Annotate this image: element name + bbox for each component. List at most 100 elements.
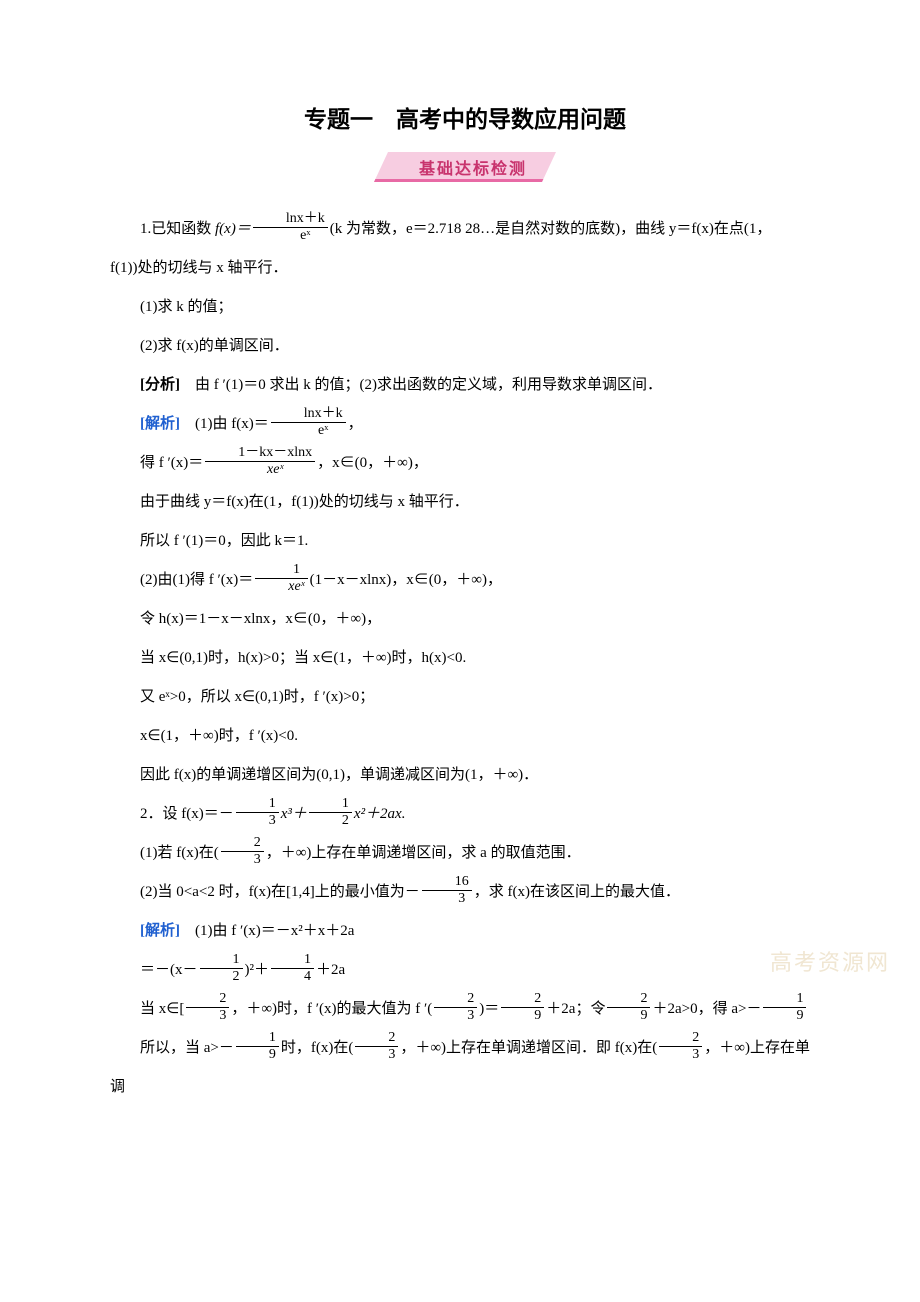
num: 1 <box>309 796 352 813</box>
fraction: 12 <box>309 796 352 829</box>
q1-solve6: 令 h(x)＝1－x－xlnx，x∈(0，＋∞)， <box>110 600 820 639</box>
den: 3 <box>236 813 279 829</box>
page-title: 专题一 高考中的导数应用问题 <box>110 100 820 134</box>
banner-label: 基础达标检测 <box>419 161 527 178</box>
q1-solve8: 又 eˣ>0，所以 x∈(0,1)时，f ′(x)>0； <box>110 678 820 717</box>
text: ，求 f(x)在该区间上的最大值． <box>474 884 680 900</box>
text: ＋2a>0，得 a>－ <box>652 1001 761 1017</box>
fraction: 19 <box>236 1030 279 1063</box>
fraction: 12 <box>200 952 243 985</box>
fraction: 1xeˣ <box>255 562 307 595</box>
den: 9 <box>236 1047 279 1063</box>
num: 2 <box>355 1030 398 1047</box>
den: 4 <box>271 969 314 985</box>
text: )＝ <box>479 1001 499 1017</box>
num: 2 <box>186 991 229 1008</box>
num: 1 <box>255 562 307 579</box>
text: ， <box>348 416 363 432</box>
text: (2)当 0<a<2 时，f(x)在[1,4]上的最小值为－ <box>140 884 420 900</box>
text: ，＋∞)上存在单调递增区间．即 f(x)在( <box>400 1040 657 1056</box>
q1-solve2: 得 f ′(x)＝1－kx－xlnxxeˣ，x∈(0，＋∞)， <box>110 444 820 483</box>
fraction: 23 <box>221 835 264 868</box>
num: 1 <box>200 952 243 969</box>
text: 1.已知函数 <box>140 221 215 237</box>
den: xeˣ <box>255 579 307 595</box>
den: 2 <box>309 813 352 829</box>
den: 9 <box>607 1008 650 1024</box>
text: ＋2a <box>316 962 345 978</box>
num: 1 <box>236 1030 279 1047</box>
q2-part2: (2)当 0<a<2 时，f(x)在[1,4]上的最小值为－163，求 f(x)… <box>110 873 820 912</box>
text: (1)由 f(x)＝ <box>180 416 269 432</box>
q2-intro: 2．设 f(x)＝－13x³＋12x²＋2ax. <box>110 795 820 834</box>
num: lnx＋k <box>253 211 328 228</box>
den: xeˣ <box>205 462 315 478</box>
text: ，＋∞)时，f ′(x)的最大值为 f ′( <box>231 1001 432 1017</box>
text: (1)由 f ′(x)＝－x²＋x＋2a <box>180 923 354 939</box>
num: 16 <box>422 874 472 891</box>
text: x²＋2ax. <box>354 806 406 822</box>
q2-solve1: [解析] (1)由 f ′(x)＝－x²＋x＋2a <box>110 912 820 951</box>
fx: f(x)＝ <box>215 221 251 237</box>
den: 2 <box>200 969 243 985</box>
text: 所以，当 a>－ <box>140 1040 234 1056</box>
fraction: 23 <box>186 991 229 1024</box>
text: x³＋ <box>281 806 307 822</box>
fraction: 23 <box>355 1030 398 1063</box>
den: 9 <box>763 1008 806 1024</box>
text: 当 x∈[ <box>140 1001 184 1017</box>
analysis-label: [分析] <box>140 377 180 393</box>
q2-solve2: ＝－(x－12)²＋14＋2a <box>110 951 820 990</box>
num: 1－kx－xlnx <box>205 445 315 462</box>
num: lnx＋k <box>271 406 346 423</box>
text: 2．设 f(x)＝－ <box>140 806 234 822</box>
q1-solve1: [解析] (1)由 f(x)＝lnx＋keˣ， <box>110 405 820 444</box>
analysis-text: 由 f ′(1)＝0 求出 k 的值；(2)求出函数的定义域，利用导数求单调区间… <box>180 377 662 393</box>
fraction: lnx＋keˣ <box>271 406 346 439</box>
q1-part1: (1)求 k 的值； <box>110 288 820 327</box>
q1-solve10: 因此 f(x)的单调递增区间为(0,1)，单调递减区间为(1，＋∞)． <box>110 756 820 795</box>
num: 2 <box>434 991 477 1008</box>
den: 3 <box>422 891 472 907</box>
q2-part1: (1)若 f(x)在(23，＋∞)上存在单调递增区间，求 a 的取值范围． <box>110 834 820 873</box>
fraction: 163 <box>422 874 472 907</box>
q1-solve7: 当 x∈(0,1)时，h(x)>0；当 x∈(1，＋∞)时，h(x)<0. <box>110 639 820 678</box>
solve-label: [解析] <box>140 416 180 432</box>
num: 1 <box>236 796 279 813</box>
q2-solve4: 所以，当 a>－19时，f(x)在(23，＋∞)上存在单调递增区间．即 f(x)… <box>110 1029 820 1107</box>
fraction: 29 <box>607 991 650 1024</box>
num: 1 <box>763 991 806 1008</box>
q1-solve5: (2)由(1)得 f ′(x)＝1xeˣ(1－x－xlnx)，x∈(0，＋∞)， <box>110 561 820 600</box>
den: eˣ <box>253 228 328 244</box>
q1-intro-line2: f(1))处的切线与 x 轴平行． <box>110 249 820 288</box>
num: 2 <box>659 1030 702 1047</box>
den: 3 <box>355 1047 398 1063</box>
section-banner-wrap: 基础达标检测 <box>110 152 820 182</box>
den: 9 <box>501 1008 544 1024</box>
text: )²＋ <box>245 962 270 978</box>
text: 得 f ′(x)＝ <box>140 455 203 471</box>
fraction: lnx＋keˣ <box>253 211 328 244</box>
den: 3 <box>434 1008 477 1024</box>
num: 2 <box>607 991 650 1008</box>
q1-solve3: 由于曲线 y＝f(x)在(1，f(1))处的切线与 x 轴平行． <box>110 483 820 522</box>
text: (2)由(1)得 f ′(x)＝ <box>140 572 253 588</box>
num: 2 <box>221 835 264 852</box>
q1-part2: (2)求 f(x)的单调区间． <box>110 327 820 366</box>
q1-solve4: 所以 f ′(1)＝0，因此 k＝1. <box>110 522 820 561</box>
text: ＝－(x－ <box>140 962 198 978</box>
text: ，＋∞)上存在单调递增区间，求 a 的取值范围． <box>266 845 581 861</box>
fraction: 13 <box>236 796 279 829</box>
den: eˣ <box>271 423 346 439</box>
fraction: 23 <box>659 1030 702 1063</box>
num: 2 <box>501 991 544 1008</box>
fraction: 19 <box>763 991 806 1024</box>
text: ＋2a；令 <box>546 1001 605 1017</box>
den: 3 <box>221 852 264 868</box>
text: (k 为常数，e＝2.718 28…是自然对数的底数)，曲线 y＝f(x)在点(… <box>330 221 772 237</box>
den: 3 <box>186 1008 229 1024</box>
text: (1－x－xlnx)，x∈(0，＋∞)， <box>310 572 502 588</box>
fraction: 14 <box>271 952 314 985</box>
den: 3 <box>659 1047 702 1063</box>
q2-solve3: 当 x∈[23，＋∞)时，f ′(x)的最大值为 f ′(23)＝29＋2a；令… <box>110 990 820 1029</box>
